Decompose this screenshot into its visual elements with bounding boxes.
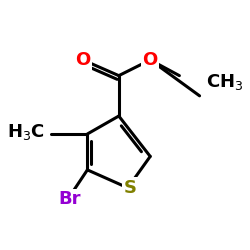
Text: Br: Br	[58, 190, 81, 208]
Text: CH$_3$: CH$_3$	[206, 72, 244, 92]
Text: H$_3$C: H$_3$C	[7, 122, 45, 142]
Text: S: S	[124, 179, 136, 197]
Text: O: O	[75, 51, 90, 69]
Text: O: O	[142, 51, 158, 69]
